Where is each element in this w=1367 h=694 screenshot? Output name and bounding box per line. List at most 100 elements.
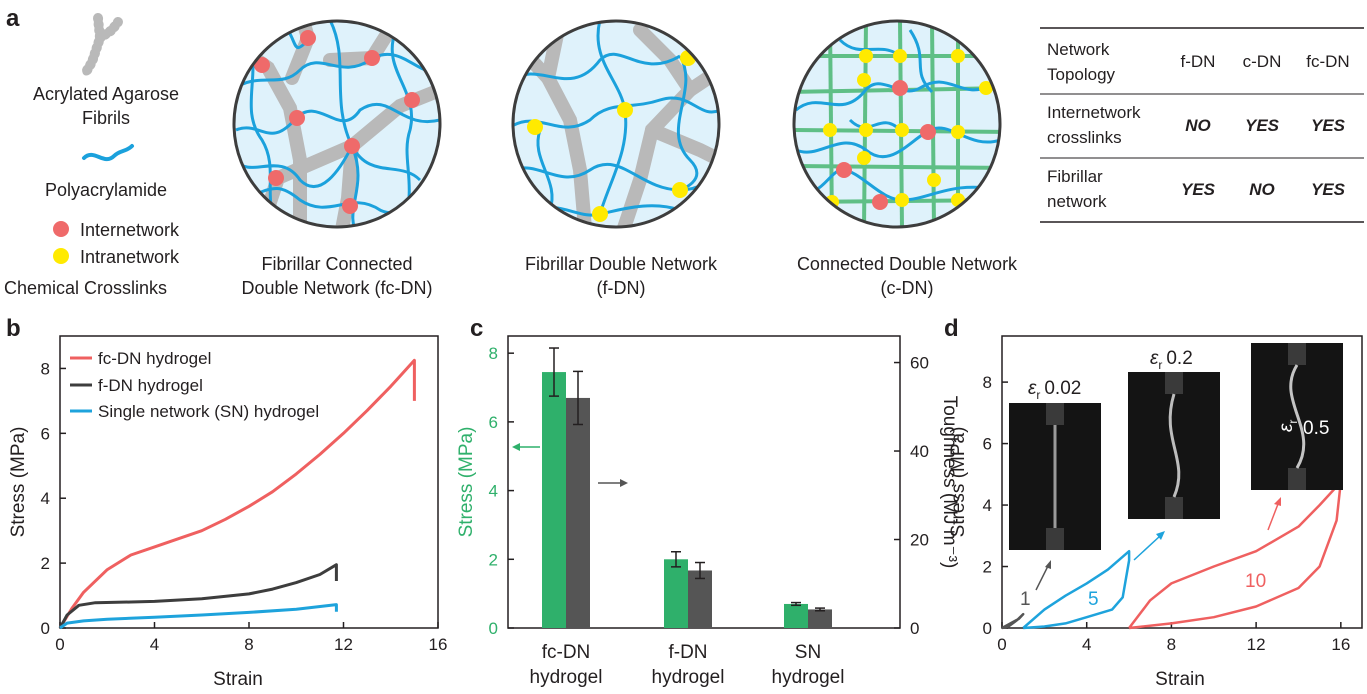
inset-label-3-value: 0.5 bbox=[1303, 418, 1329, 439]
y2-tick-label: 40 bbox=[910, 442, 929, 461]
table-cell: YES bbox=[1311, 180, 1346, 199]
table-cell: NO bbox=[1249, 180, 1275, 199]
bar bbox=[566, 397, 590, 628]
panel-label-d: d bbox=[944, 315, 959, 342]
polyacrylamide-label: Polyacrylamide bbox=[45, 180, 167, 200]
crosslinks-label: Chemical Crosslinks bbox=[4, 278, 167, 298]
intranetwork-label: Intranetwork bbox=[80, 247, 180, 267]
pointer-arrow bbox=[1267, 497, 1281, 531]
series-loop bbox=[1001, 612, 1025, 630]
y-tick-label: 6 bbox=[41, 424, 50, 443]
fibril-label-2: Fibrils bbox=[82, 108, 130, 128]
polyacrylamide-legend-icon bbox=[82, 144, 134, 162]
y-tick-label: 8 bbox=[489, 344, 498, 363]
x-tick-label: 0 bbox=[55, 635, 64, 654]
y-tick-label: 8 bbox=[41, 359, 50, 378]
table-header-fdn: f-DN bbox=[1181, 52, 1216, 71]
table-row-label: network bbox=[1047, 192, 1107, 211]
inset-photo-2 bbox=[1128, 372, 1220, 519]
x-tick-label: 8 bbox=[244, 635, 253, 654]
pointer-arrow bbox=[1133, 531, 1165, 561]
inset-label-3: εr bbox=[1276, 420, 1300, 432]
y-tick-label: 0 bbox=[41, 619, 50, 638]
fibril-legend-icon bbox=[81, 13, 123, 77]
fdn-caption-2: (f-DN) bbox=[597, 278, 646, 298]
fcdn-caption-1: Fibrillar Connected bbox=[261, 254, 412, 274]
y-tick-label: 4 bbox=[489, 482, 498, 501]
intranetwork-dot-icon bbox=[53, 248, 69, 264]
right-axis-arrow bbox=[598, 479, 628, 487]
cdn-network-circle bbox=[792, 19, 1002, 229]
legend-entry: f-DN hydrogel bbox=[98, 376, 203, 395]
table-header-network: Network bbox=[1047, 40, 1110, 59]
x-axis-label: Strain bbox=[1155, 669, 1205, 690]
x-tick-label: 4 bbox=[1082, 635, 1091, 654]
y-tick-label: 6 bbox=[983, 435, 992, 454]
legend-entry: Single network (SN) hydrogel bbox=[98, 402, 319, 421]
legend-entry: fc-DN hydrogel bbox=[98, 349, 211, 368]
x-tick-label: 16 bbox=[1331, 635, 1350, 654]
category-label: fc-DN bbox=[542, 642, 591, 663]
table-cell: YES bbox=[1181, 180, 1216, 199]
fdn-caption-1: Fibrillar Double Network bbox=[525, 254, 718, 274]
y-axis-label-left: Stress (MPa) bbox=[456, 427, 477, 538]
y-tick-label: 4 bbox=[983, 496, 992, 515]
table-header-cdn: c-DN bbox=[1243, 52, 1282, 71]
fdn-network-circle bbox=[511, 19, 721, 229]
y-axis-label: Stress (MPa) bbox=[8, 427, 29, 538]
topology-table: Network Topology f-DN c-DN fc-DN Interne… bbox=[1040, 27, 1364, 223]
y-tick-label: 8 bbox=[983, 373, 992, 392]
inset-label-2: εr 0.2 bbox=[1150, 348, 1193, 372]
fibril-label-1: Acrylated Agarose bbox=[33, 84, 179, 104]
x-tick-label: 8 bbox=[1167, 635, 1176, 654]
x-tick-label: 16 bbox=[429, 635, 448, 654]
category-label: hydrogel bbox=[652, 667, 725, 688]
x-axis-label: Strain bbox=[213, 669, 263, 690]
table-header-topology: Topology bbox=[1047, 65, 1116, 84]
bar bbox=[542, 372, 566, 628]
panel-label-b: b bbox=[6, 315, 21, 342]
internetwork-dot-icon bbox=[53, 221, 69, 237]
plot-frame bbox=[1001, 335, 1363, 629]
cycle-label-5: 5 bbox=[1088, 589, 1099, 610]
series-line bbox=[58, 358, 416, 629]
bar bbox=[664, 559, 688, 628]
y2-tick-label: 0 bbox=[910, 619, 919, 638]
table-row-label: Internetwork bbox=[1047, 103, 1141, 122]
table-header-fcdn: fc-DN bbox=[1306, 52, 1349, 71]
table-cell: YES bbox=[1245, 116, 1280, 135]
table-row-label: crosslinks bbox=[1047, 128, 1122, 147]
table-cell: NO bbox=[1185, 116, 1211, 135]
x-tick-label: 12 bbox=[1247, 635, 1266, 654]
inset-photo-3 bbox=[1251, 343, 1343, 490]
x-tick-label: 0 bbox=[997, 635, 1006, 654]
cdn-caption-1: Connected Double Network bbox=[797, 254, 1018, 274]
bar bbox=[784, 603, 808, 628]
series-line bbox=[58, 563, 338, 629]
category-label: SN bbox=[795, 642, 821, 663]
fcdn-caption-2: Double Network (fc-DN) bbox=[241, 278, 432, 298]
category-label: hydrogel bbox=[530, 667, 603, 688]
table-row-label: Fibrillar bbox=[1047, 167, 1103, 186]
y-tick-label: 0 bbox=[983, 619, 992, 638]
panel-label-c: c bbox=[470, 315, 483, 342]
internetwork-label: Internetwork bbox=[80, 220, 180, 240]
y-tick-label: 2 bbox=[489, 550, 498, 569]
x-tick-label: 4 bbox=[150, 635, 159, 654]
inset-photo-1 bbox=[1009, 403, 1101, 550]
y-axis-label-right: Toughness (MJ m⁻³) bbox=[939, 396, 960, 569]
bar bbox=[808, 609, 832, 628]
y-tick-label: 6 bbox=[489, 413, 498, 432]
pointer-arrow bbox=[1035, 560, 1051, 591]
panel-label-a: a bbox=[6, 5, 20, 32]
inset-label-1: εr 0.02 bbox=[1028, 378, 1081, 402]
x-tick-label: 12 bbox=[334, 635, 353, 654]
cycle-label-10: 10 bbox=[1245, 571, 1266, 592]
category-label: hydrogel bbox=[772, 667, 845, 688]
left-axis-arrow bbox=[512, 443, 540, 451]
y-tick-label: 0 bbox=[489, 619, 498, 638]
series-loop bbox=[1022, 549, 1131, 630]
cycle-label-1: 1 bbox=[1020, 589, 1031, 610]
